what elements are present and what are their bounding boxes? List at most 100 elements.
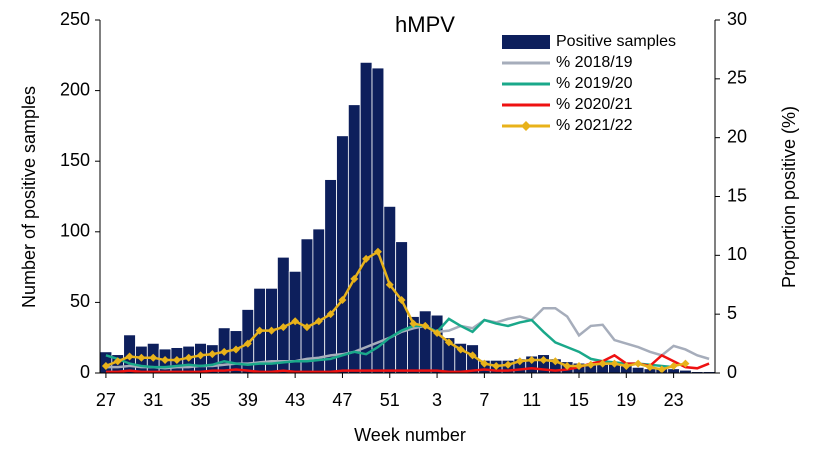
legend-marker: [521, 121, 531, 131]
marker: [681, 359, 690, 368]
marker: [444, 338, 453, 347]
y2-tick-label: 0: [727, 362, 737, 382]
bar: [430, 314, 444, 374]
x-tick-label: 11: [522, 390, 541, 410]
marker: [468, 351, 477, 360]
legend-label: % 2019/20: [556, 75, 633, 92]
x-tick-label: 47: [332, 390, 352, 410]
y2-tick-label: 15: [727, 185, 747, 205]
bar: [300, 238, 314, 374]
marker: [456, 345, 465, 354]
marker: [350, 274, 359, 283]
y2-tick-label: 25: [727, 68, 747, 88]
legend-label: % 2020/21: [556, 96, 633, 113]
marker: [137, 353, 146, 362]
y-tick-label: 250: [60, 9, 90, 29]
x-tick-label: 23: [664, 390, 684, 410]
marker: [515, 357, 524, 366]
marker: [539, 356, 548, 365]
marker: [302, 323, 311, 332]
marker: [291, 317, 300, 326]
marker: [574, 361, 583, 370]
x-tick-label: 31: [143, 390, 163, 410]
marker: [362, 254, 371, 263]
x-tick-label: 51: [380, 390, 400, 410]
x-axis-label: Week number: [354, 425, 466, 445]
marker: [385, 280, 394, 289]
marker: [161, 356, 170, 365]
x-tick-label: 43: [285, 390, 305, 410]
marker: [113, 357, 122, 366]
y-tick-label: 50: [70, 291, 90, 311]
marker: [208, 350, 217, 359]
x-tick-label: 3: [432, 390, 442, 410]
marker: [338, 296, 347, 305]
y-axis-label: Number of positive samples: [19, 86, 39, 308]
marker: [220, 347, 229, 356]
bar: [277, 256, 290, 374]
bar: [324, 179, 337, 374]
x-tick-label: 35: [191, 390, 211, 410]
marker: [125, 352, 134, 361]
legend-label: % 2018/19: [556, 54, 633, 71]
chart-title: hMPV: [395, 12, 455, 37]
marker: [433, 328, 442, 337]
bar: [206, 344, 219, 374]
y-tick-label: 0: [80, 362, 90, 382]
y-tick-label: 100: [60, 221, 90, 241]
marker: [622, 361, 631, 370]
marker: [598, 359, 607, 368]
marker: [232, 345, 241, 354]
x-tick-label: 39: [238, 390, 258, 410]
y-tick-label: 200: [60, 79, 90, 99]
marker: [326, 310, 335, 319]
marker: [657, 365, 666, 374]
bar: [359, 61, 373, 374]
legend-label: Positive samples: [556, 33, 676, 50]
y-tick-label: 150: [60, 150, 90, 170]
marker: [527, 356, 536, 365]
bar: [371, 67, 385, 374]
marker: [149, 353, 158, 362]
bar: [631, 366, 645, 374]
marker: [669, 361, 678, 370]
x-tick-label: 7: [479, 390, 489, 410]
marker: [586, 360, 595, 369]
marker: [184, 353, 193, 362]
marker: [610, 359, 619, 368]
bar: [418, 310, 432, 374]
marker: [279, 323, 288, 332]
marker: [563, 361, 572, 370]
marker: [492, 361, 501, 370]
legend-label: % 2021/22: [556, 117, 633, 134]
marker: [255, 326, 264, 335]
y2-tick-label: 5: [727, 303, 737, 323]
line: [105, 353, 710, 374]
line: [105, 317, 674, 369]
marker: [196, 351, 205, 360]
y2-tick-label: 20: [727, 126, 747, 146]
y2-tick-label: 10: [727, 244, 747, 264]
bar: [347, 104, 361, 374]
marker: [373, 247, 382, 256]
marker: [634, 359, 643, 368]
x-tick-label: 27: [96, 390, 116, 410]
legend-swatch: [502, 35, 550, 49]
y2-tick-label: 30: [727, 9, 747, 29]
marker: [101, 361, 110, 370]
y2-axis-label: Proportion positive (%): [779, 106, 799, 288]
x-tick-label: 15: [569, 390, 589, 410]
bar: [336, 135, 349, 374]
marker: [409, 319, 418, 328]
bar: [312, 228, 326, 374]
marker: [397, 296, 406, 305]
x-tick-label: 19: [616, 390, 636, 410]
marker: [421, 321, 430, 330]
marker: [504, 360, 513, 369]
marker: [267, 326, 276, 335]
marker: [314, 317, 323, 326]
marker: [645, 363, 654, 372]
marker: [551, 357, 560, 366]
marker: [480, 359, 489, 368]
